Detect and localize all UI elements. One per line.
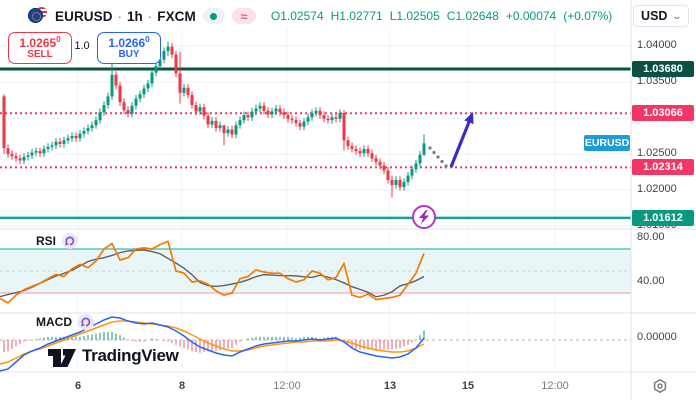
ohlc-readout: O1.02574 H1.02771 L1.02505 C1.02648 +0.0… — [271, 9, 612, 23]
price-axis-label: 40.00 — [637, 275, 665, 287]
eur-flag-icon — [28, 8, 43, 23]
rsi-band — [0, 248, 631, 294]
change-percent: (+0.07%) — [563, 9, 613, 23]
buy-button[interactable]: 1.02660 BUY — [97, 32, 161, 64]
rsi-pane-label[interactable]: RSI — [36, 233, 79, 249]
tradingview-logo-text: TradingView — [82, 346, 179, 365]
tradingview-logo-mark-icon — [48, 349, 76, 367]
price-axis-label: 1.03500 — [637, 75, 677, 87]
separator-dot: · — [117, 8, 123, 24]
time-axis-tick[interactable]: 8 — [178, 380, 186, 392]
symbol-name[interactable]: EURUSD — [55, 8, 113, 24]
currency-value: USD — [641, 9, 668, 23]
price-path-dots — [428, 146, 448, 168]
currency-dropdown[interactable]: USD ⌄ — [633, 5, 689, 27]
market-status-icon[interactable] — [202, 8, 225, 24]
rsi-label: RSI — [36, 234, 57, 248]
price-level-badge[interactable]: 1.01612 — [632, 209, 694, 226]
green-status-dot-icon — [210, 12, 218, 20]
low-value: L1.02505 — [389, 9, 440, 23]
symbol-pair-flag-icon — [28, 7, 48, 25]
high-value: H1.02771 — [330, 9, 383, 23]
price-axis-label: 1.02000 — [637, 183, 677, 195]
time-axis-tick[interactable]: 12:00 — [273, 380, 301, 392]
close-value: C1.02648 — [446, 9, 499, 23]
broker-label[interactable]: FXCM — [157, 8, 196, 24]
lightning-bolt-icon[interactable] — [412, 205, 436, 229]
price-axis-label: 0.00000 — [637, 331, 677, 343]
macd-refresh-icon[interactable] — [78, 314, 94, 330]
buy-label: BUY — [118, 48, 140, 60]
macd-line — [0, 316, 425, 372]
time-axis-tick[interactable]: 12:00 — [541, 380, 569, 392]
price-level-badge[interactable]: 1.03066 — [632, 105, 694, 122]
trend-arrow[interactable] — [449, 112, 474, 168]
rsi-line — [0, 240, 425, 304]
symbol-title[interactable]: EURUSD · 1h · FXCM — [55, 9, 196, 24]
price-axis-label: 1.02500 — [637, 147, 677, 159]
open-value: O1.02574 — [270, 9, 324, 23]
price-level-badge[interactable]: 1.02314 — [632, 159, 694, 176]
macd-histogram — [3, 330, 425, 353]
buy-price: 1.02660 — [108, 34, 150, 50]
wave-glyph: ≈ — [240, 8, 248, 24]
price-level-badge[interactable]: 1.03680 — [632, 61, 694, 78]
macd-label: MACD — [36, 315, 72, 329]
time-axis-tick[interactable]: 13 — [383, 380, 397, 392]
price-axis-label: 1.04000 — [637, 39, 677, 51]
change-value: +0.00074 — [505, 9, 557, 23]
macd-pane-label[interactable]: MACD — [36, 314, 94, 330]
sell-button[interactable]: 1.02650 SELL — [8, 32, 72, 64]
chevron-down-icon: ⌄ — [671, 10, 683, 21]
symbol-price-badge[interactable]: EURUSD — [584, 135, 630, 152]
separator-dot: · — [147, 8, 153, 24]
candlestick-series — [2, 41, 426, 198]
price-level-lines[interactable] — [0, 67, 631, 220]
spread-value: 1.0 — [74, 40, 90, 52]
interval-label[interactable]: 1h — [126, 8, 143, 24]
time-axis-tick[interactable]: 6 — [74, 380, 82, 392]
sell-price: 1.02650 — [19, 34, 61, 50]
delayed-data-icon[interactable]: ≈ — [231, 8, 256, 24]
gridlines — [0, 28, 631, 372]
chart-header: EURUSD · 1h · FXCM ≈ O1.02574 H1.02771 L… — [28, 4, 612, 28]
bolt-glyph — [419, 210, 429, 224]
sell-label: SELL — [27, 48, 53, 60]
macd-signal-line — [0, 320, 425, 365]
tradingview-logo: TradingView — [46, 343, 179, 369]
rsi-refresh-icon[interactable] — [62, 233, 79, 249]
settings-gear-icon[interactable] — [651, 377, 669, 400]
time-axis-tick[interactable]: 15 — [461, 380, 475, 392]
price-axis-label: 80.00 — [637, 231, 665, 243]
